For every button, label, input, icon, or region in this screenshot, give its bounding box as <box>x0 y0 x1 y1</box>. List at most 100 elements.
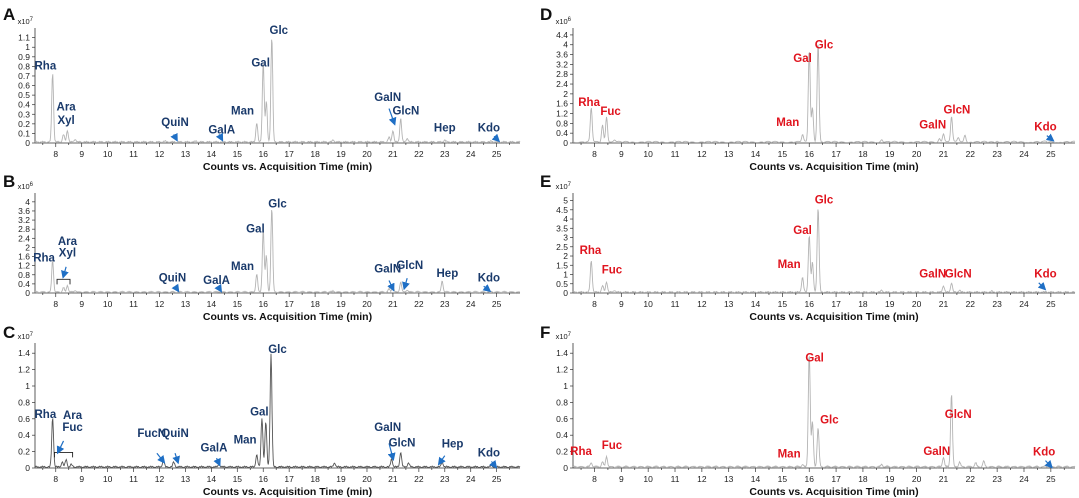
x-tick-label: 24 <box>1019 474 1029 484</box>
x-tick-label: 24 <box>466 149 476 159</box>
y-tick-label: 0.9 <box>18 52 30 62</box>
peak-arrow <box>1045 133 1055 142</box>
x-tick-label: 25 <box>1046 299 1056 309</box>
x-tick-label: 22 <box>966 299 976 309</box>
x-axis-label: Counts vs. Acquisition Time (min) <box>749 311 918 323</box>
x-tick-label: 10 <box>643 474 653 484</box>
y-tick-label: 0 <box>563 288 568 298</box>
x-tick-label: 15 <box>233 149 243 159</box>
peak-label-xyl: Xyl <box>59 248 76 260</box>
y-tick-label: 0.2 <box>18 119 30 129</box>
x-tick-label: 25 <box>1046 149 1056 159</box>
panel-label: F <box>540 323 550 342</box>
x-tick-label: 24 <box>466 299 476 309</box>
peak-arrow <box>482 284 492 293</box>
x-tick-label: 21 <box>388 299 398 309</box>
x-tick-label: 8 <box>53 474 58 484</box>
x-tick-label: 20 <box>362 149 372 159</box>
x-tick-label: 13 <box>181 299 191 309</box>
peak-label-kdo: Kdo <box>478 123 500 135</box>
x-tick-label: 10 <box>643 149 653 159</box>
x-axis-label: Counts vs. Acquisition Time (min) <box>203 486 372 498</box>
y-tick-label: 0.5 <box>556 279 568 289</box>
x-tick-label: 9 <box>79 149 84 159</box>
peak-label-quin: QuiN <box>159 273 186 285</box>
x-tick-label: 22 <box>966 149 976 159</box>
x-tick-label: 8 <box>53 299 58 309</box>
x-tick-label: 8 <box>592 299 597 309</box>
y-tick-label: 1.5 <box>556 260 568 270</box>
y-tick-label: 0 <box>563 463 568 473</box>
x-tick-label: 13 <box>724 299 734 309</box>
x-tick-label: 24 <box>1019 149 1029 159</box>
peak-label-man: Man <box>778 259 801 271</box>
y-tick-label: 2 <box>563 251 568 261</box>
peak-bracket <box>56 278 71 285</box>
x-tick-label: 15 <box>233 474 243 484</box>
y-tick-label: 2 <box>25 242 30 252</box>
y-tick-label: 0 <box>563 138 568 148</box>
y-tick-label: 3.2 <box>18 215 30 225</box>
peak-arrow <box>402 278 410 291</box>
peak-label-gal: Gal <box>793 225 812 237</box>
peak-label-galn: GalN <box>923 446 950 458</box>
x-tick-label: 15 <box>778 474 788 484</box>
x-tick-label: 15 <box>778 149 788 159</box>
y-tick-label: 1.4 <box>18 348 30 358</box>
y-tick-label: 5 <box>563 196 568 206</box>
y-tick-label: 0 <box>25 288 30 298</box>
x-tick-label: 13 <box>724 149 734 159</box>
x-tick-label: 16 <box>259 299 269 309</box>
peak-label-galn: GalN <box>919 268 946 280</box>
x-tick-label: 18 <box>858 474 868 484</box>
x-tick-label: 23 <box>992 149 1002 159</box>
peak-label-hep: Hep <box>434 123 456 135</box>
y-multiplier: x106 <box>18 182 34 191</box>
peak-label-glcn: GlcN <box>945 409 972 421</box>
chromatogram-trace <box>572 209 1076 294</box>
peak-arrow <box>171 283 180 293</box>
x-tick-label: 17 <box>284 149 294 159</box>
panel-label: A <box>3 5 15 24</box>
chromatogram-trace <box>572 44 1076 144</box>
x-tick-label: 12 <box>155 299 165 309</box>
y-tick-label: 2.4 <box>18 233 30 243</box>
y-tick-label: 0.4 <box>556 128 568 138</box>
x-tick-label: 14 <box>751 299 761 309</box>
x-tick-label: 24 <box>1019 299 1029 309</box>
x-tick-label: 9 <box>79 299 84 309</box>
panel-label: C <box>3 323 15 342</box>
x-tick-label: 11 <box>129 299 138 309</box>
y-tick-label: 0.8 <box>556 397 568 407</box>
peak-label-galn: GalN <box>374 422 401 434</box>
peak-label-man: Man <box>778 448 801 460</box>
x-tick-label: 21 <box>939 149 949 159</box>
x-tick-label: 20 <box>362 474 372 484</box>
peak-arrow <box>489 459 498 469</box>
peak-arrow <box>491 133 501 143</box>
peak-label-glcn: GlcN <box>392 105 419 117</box>
x-tick-label: 10 <box>103 474 113 484</box>
y-tick-label: 4.4 <box>556 30 568 40</box>
y-tick-label: 0.5 <box>18 90 30 100</box>
x-tick-label: 22 <box>966 474 976 484</box>
y-tick-label: 0 <box>25 138 30 148</box>
y-tick-label: 0 <box>25 463 30 473</box>
x-tick-label: 8 <box>592 149 597 159</box>
x-tick-label: 12 <box>697 149 707 159</box>
peak-arrow <box>388 108 397 126</box>
x-tick-label: 16 <box>259 474 269 484</box>
peak-label-man: Man <box>234 434 257 446</box>
x-tick-label: 20 <box>362 299 372 309</box>
x-axis-label: Counts vs. Acquisition Time (min) <box>749 161 918 173</box>
peak-arrow <box>387 280 395 292</box>
x-tick-label: 9 <box>79 474 84 484</box>
peak-arrow <box>1044 459 1053 469</box>
x-tick-label: 12 <box>155 474 165 484</box>
y-multiplier: x107 <box>556 182 572 191</box>
y-tick-label: 3.6 <box>18 206 30 216</box>
x-tick-label: 25 <box>492 474 502 484</box>
x-tick-label: 21 <box>388 474 398 484</box>
panel-label: B <box>3 172 15 191</box>
